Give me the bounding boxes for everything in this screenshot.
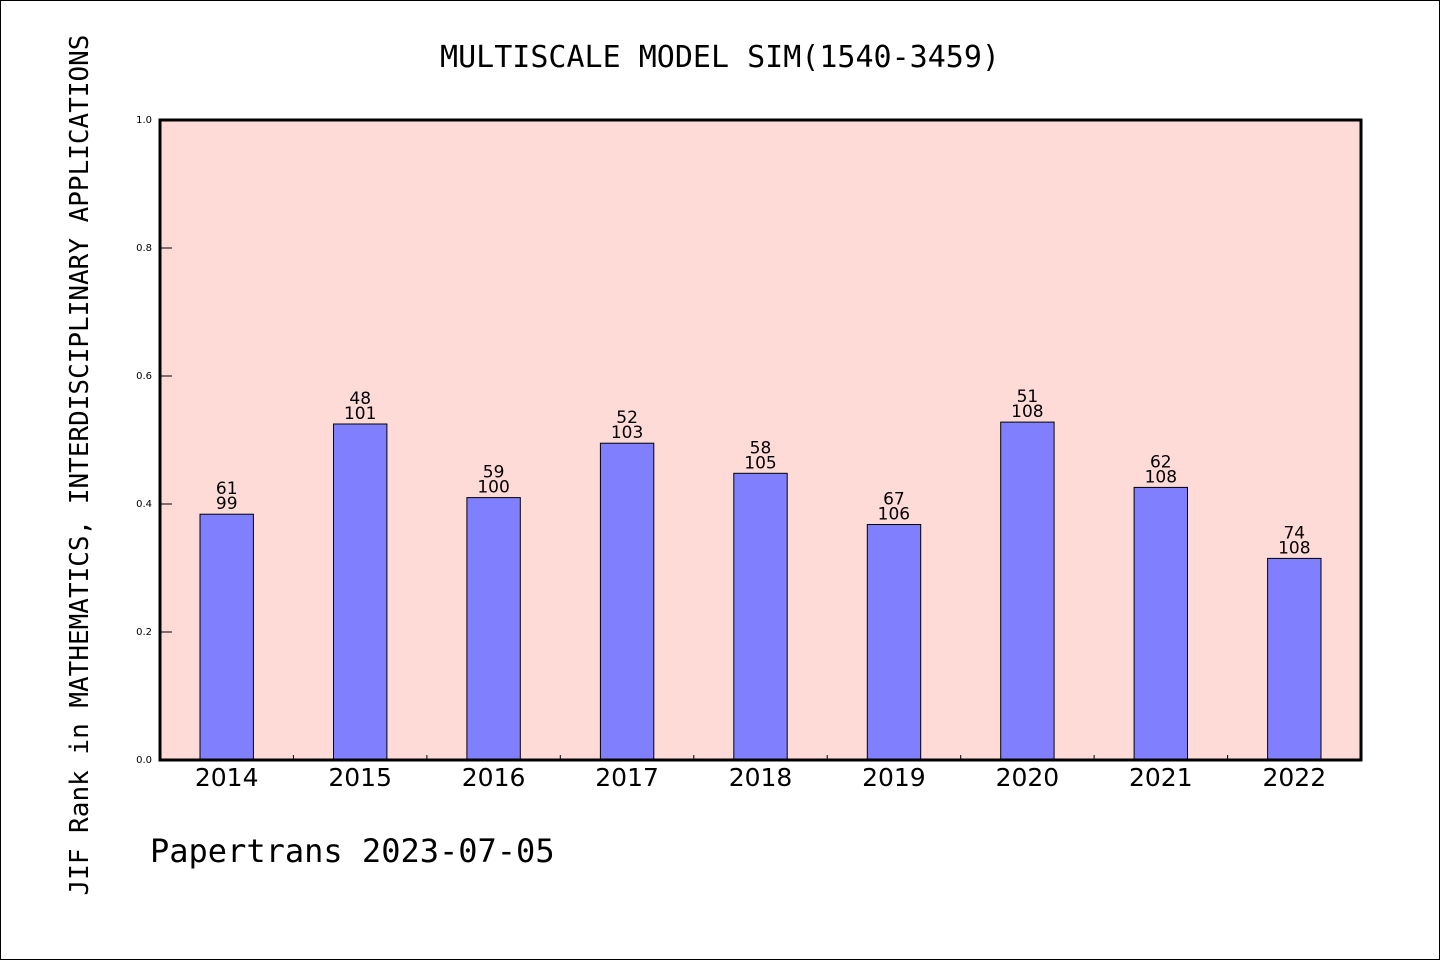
data-label-rank-2020: 51 [1017,387,1039,407]
x-tick-label-2020: 2020 [996,763,1060,792]
axis-layer: 2014 2015 2016 2017 2018 2019 2020 2021 2022 0.0 0… [136,115,1326,792]
bar-2018 [733,472,788,761]
x-tick-label-2015: 2015 [328,763,392,792]
data-label-total-2020: 108 [1011,402,1043,422]
data-label-rank-2017: 52 [616,408,638,428]
data-label-total-2014: 99 [216,494,238,514]
chart-title: MULTISCALE MODEL SIM(1540-3459) [440,40,1000,75]
bar-2016 [466,497,521,761]
data-label-total-2015: 101 [344,404,376,424]
data-label-total-2022: 108 [1278,538,1310,558]
data-labels-layer: 6199481015910052103581056710651108621087… [216,387,1311,558]
y-tick-label-0.0: 0.0 [136,755,152,766]
data-label-rank-2022: 74 [1283,523,1305,543]
data-label-total-2019: 106 [878,505,910,525]
bar-2015 [333,423,388,761]
y-tick-label-0.8: 0.8 [136,243,152,254]
x-tick-label-2022: 2022 [1262,763,1326,792]
bar-2020 [1000,421,1055,761]
footer-note: Papertrans 2023-07-05 [150,832,555,870]
data-label-total-2021: 108 [1145,467,1177,487]
data-label-rank-2021: 62 [1150,452,1172,472]
plot-border [158,118,1363,762]
data-label-rank-2019: 67 [883,490,905,510]
bar-2014 [199,513,254,761]
data-label-rank-2016: 59 [483,463,505,483]
x-tick-label-2014: 2014 [195,763,259,792]
y-tick-label-0.6: 0.6 [136,371,152,382]
x-tick-label-2016: 2016 [462,763,526,792]
data-label-total-2017: 103 [611,423,643,443]
data-label-rank-2014: 61 [216,479,238,499]
bar-2021 [1133,486,1188,761]
y-axis-label: JIF Rank in MATHEMATICS, INTERDISCIPLINA… [65,35,95,896]
y-tick-label-0.4: 0.4 [136,499,152,510]
data-label-total-2016: 100 [477,478,509,498]
bar-2017 [599,442,655,761]
bars-layer [199,421,1322,761]
y-tick-label-1.0: 1.0 [136,115,152,126]
data-label-rank-2018: 58 [750,438,772,458]
x-tick-label-2018: 2018 [729,763,793,792]
bar-2019 [866,524,922,761]
x-tick-label-2017: 2017 [595,763,659,792]
x-tick-label-2021: 2021 [1129,763,1193,792]
data-label-rank-2015: 48 [349,389,371,409]
data-label-total-2018: 105 [744,453,776,473]
x-tick-label-2019: 2019 [862,763,926,792]
bar-2022 [1267,557,1322,761]
y-tick-label-0.2: 0.2 [136,627,152,638]
